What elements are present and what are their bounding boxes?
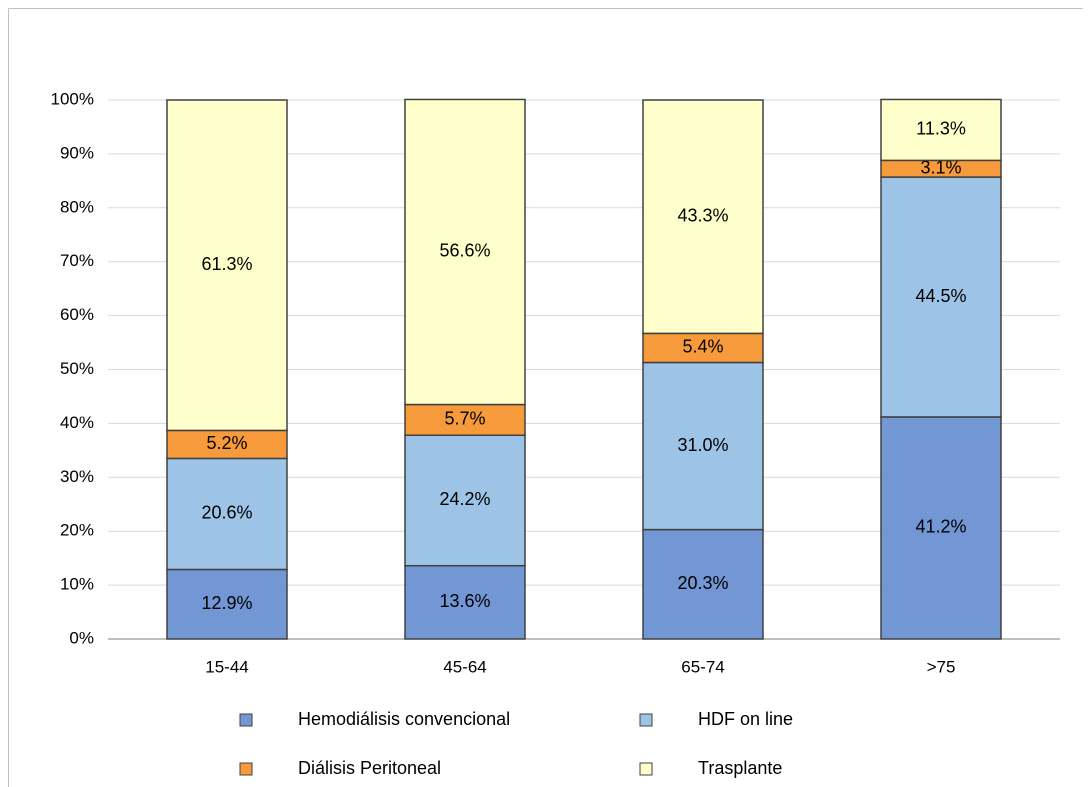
legend-swatch <box>239 762 253 776</box>
x-tick-label: 65-74 <box>681 657 724 676</box>
y-tick-label: 100% <box>51 89 94 108</box>
x-tick-label: >75 <box>927 657 956 676</box>
legend-label: Diálisis Peritoneal <box>298 758 441 778</box>
bar-segment <box>642 528 764 640</box>
data-label: 5.4% <box>682 337 723 357</box>
legend-swatch <box>639 713 653 727</box>
data-label: 12.9% <box>201 593 252 613</box>
bar-segment <box>404 403 526 437</box>
bar-segment <box>166 457 288 571</box>
bar-segment <box>166 568 288 640</box>
data-label: 5.7% <box>444 409 485 429</box>
data-label: 20.6% <box>201 503 252 523</box>
bar-segment <box>404 98 526 406</box>
y-tick-label: 90% <box>60 143 94 162</box>
legend-label: Hemodiálisis convencional <box>298 709 510 729</box>
legend-swatch <box>239 713 253 727</box>
y-tick-label: 50% <box>60 359 94 378</box>
data-label: 41.2% <box>915 517 966 537</box>
data-label: 5.2% <box>206 433 247 453</box>
bar-segment <box>642 99 764 335</box>
y-tick-label: 70% <box>60 251 94 270</box>
data-label: 20.3% <box>677 573 728 593</box>
bar-segment <box>880 98 1002 162</box>
bar-segment <box>166 429 288 460</box>
y-tick-label: 80% <box>60 197 94 216</box>
y-tick-label: 30% <box>60 467 94 486</box>
data-label: 61.3% <box>201 254 252 274</box>
y-tick-label: 60% <box>60 305 94 324</box>
x-tick-label: 15-44 <box>205 657 248 676</box>
legend-label: HDF on line <box>698 709 793 729</box>
data-label: 3.1% <box>920 157 961 177</box>
data-label: 24.2% <box>439 489 490 509</box>
data-label: 43.3% <box>677 205 728 225</box>
y-tick-label: 10% <box>60 575 94 594</box>
data-label: 11.3% <box>916 119 966 139</box>
bar-segment <box>404 564 526 640</box>
legend-label: Trasplante <box>698 758 782 778</box>
x-tick-label: 45-64 <box>443 657 486 676</box>
bar-segment <box>404 434 526 567</box>
bar-segment <box>880 416 1002 640</box>
legend-swatch <box>639 762 653 776</box>
bar-segment <box>642 361 764 531</box>
data-label: 56.6% <box>439 241 490 261</box>
data-label: 44.5% <box>915 286 966 306</box>
y-tick-label: 20% <box>60 521 94 540</box>
y-tick-label: 0% <box>69 628 94 647</box>
bar-segment <box>880 176 1002 418</box>
data-label: 31.0% <box>677 435 728 455</box>
y-tick-label: 40% <box>60 413 94 432</box>
bar-segment <box>166 99 288 432</box>
data-label: 13.6% <box>439 591 490 611</box>
